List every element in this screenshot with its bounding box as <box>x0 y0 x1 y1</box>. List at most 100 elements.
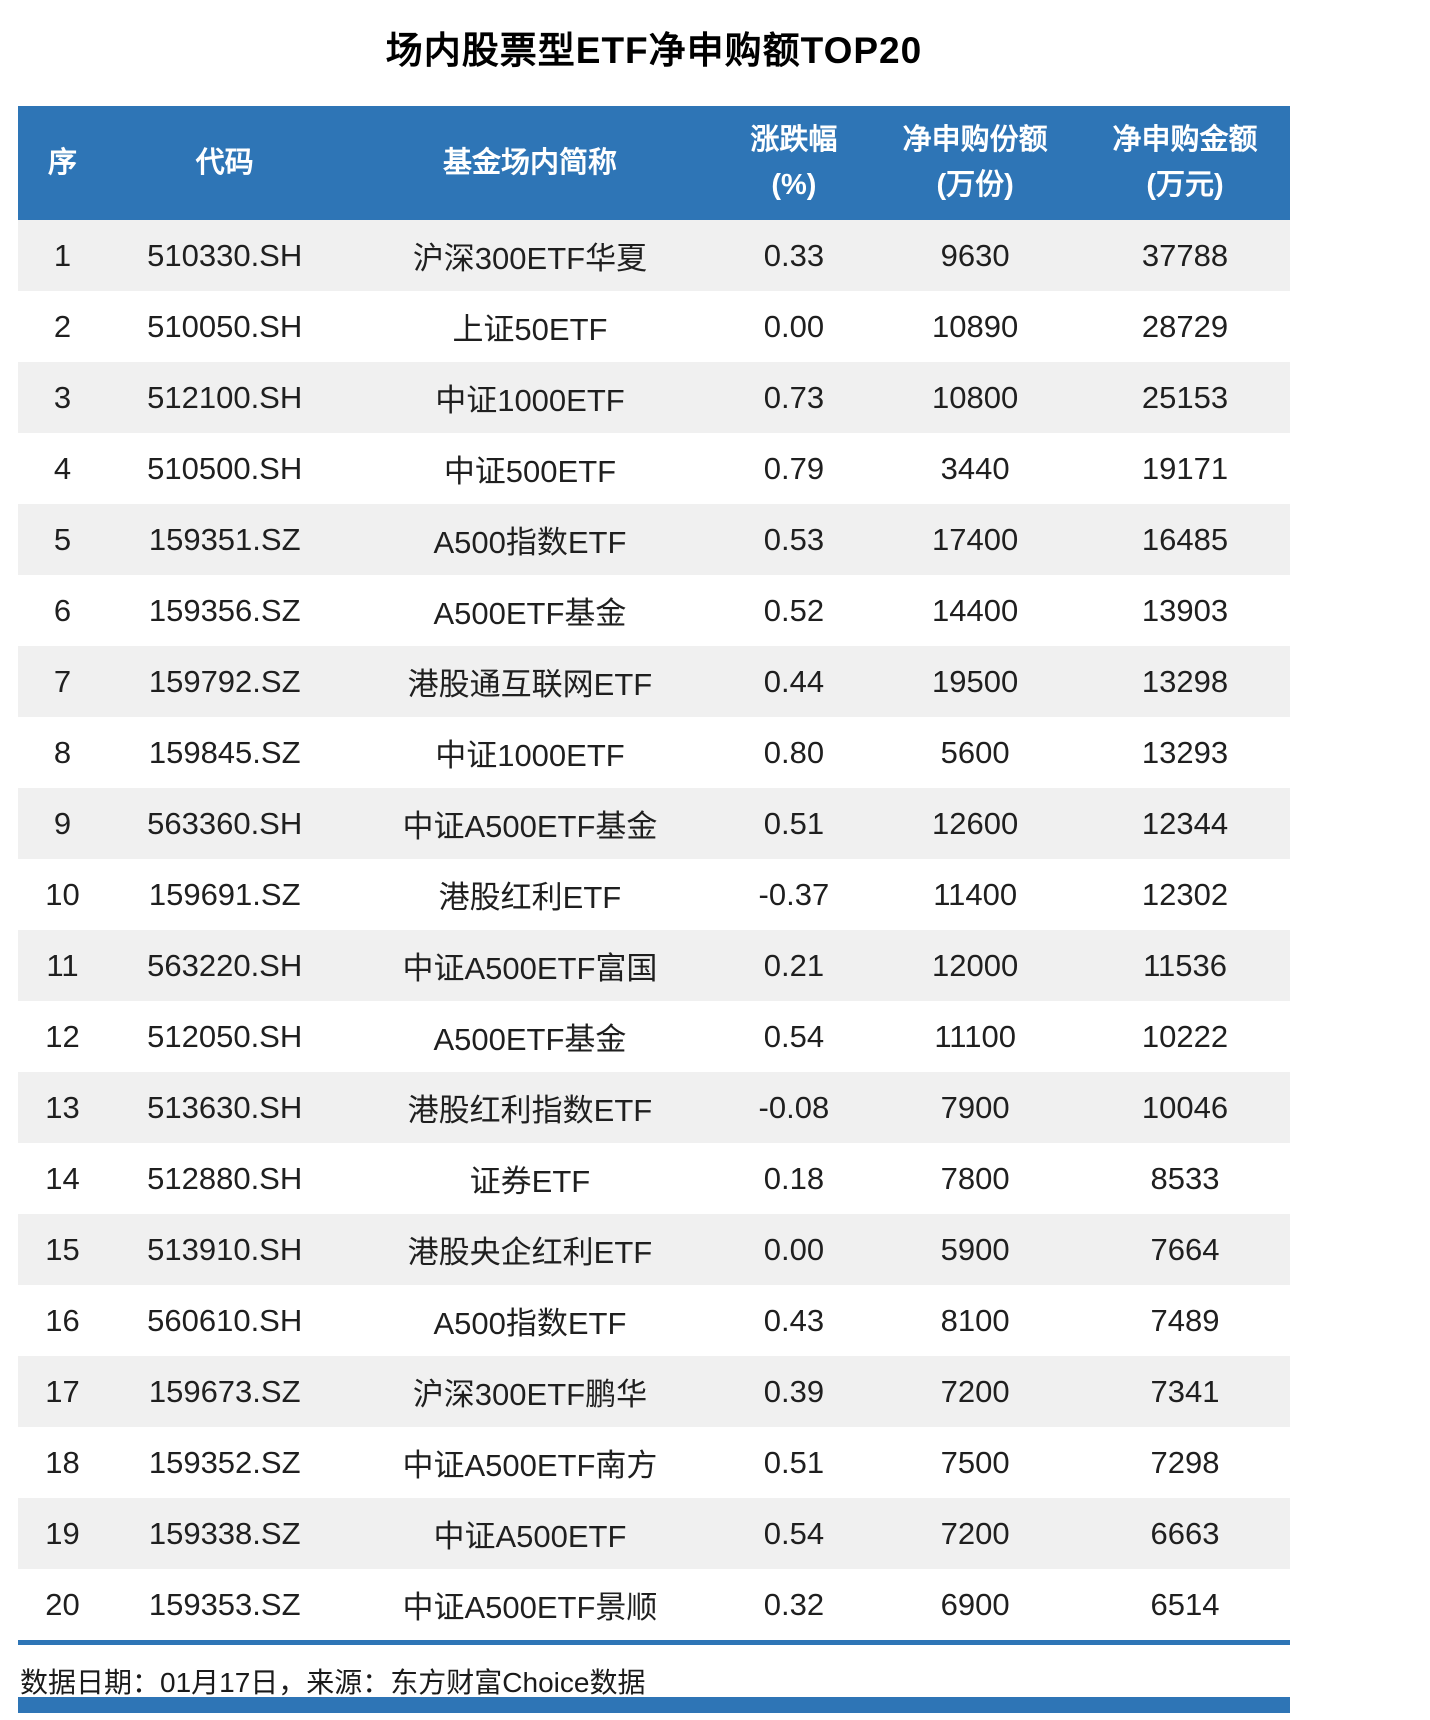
cell-rank: 12 <box>45 1018 80 1054</box>
col-header-shares: 净申购份额 (万份) <box>870 106 1081 220</box>
cell-name: 港股通互联网ETF <box>407 667 653 702</box>
cell-change: 0.18 <box>763 1160 825 1196</box>
cell-shares: 6900 <box>940 1586 1010 1622</box>
cell-rank: 20 <box>45 1586 80 1622</box>
table-row: 6 159356.SZ A500ETF基金 0.52 14400 13903 <box>18 575 1290 646</box>
cell-shares: 7800 <box>940 1160 1010 1196</box>
cell-code: 563220.SH <box>147 947 303 983</box>
cell-rank: 14 <box>45 1160 80 1196</box>
col-header-rank: 序 <box>18 106 108 220</box>
cell-shares: 11400 <box>933 876 1018 912</box>
cell-name: 中证1000ETF <box>435 383 625 418</box>
cell-amount: 12302 <box>1141 876 1229 912</box>
cell-rank: 15 <box>45 1231 80 1267</box>
cell-amount: 10222 <box>1141 1018 1229 1054</box>
cell-code: 159338.SZ <box>148 1515 301 1551</box>
bottom-accent-bar <box>18 1697 1290 1713</box>
cell-shares: 7200 <box>940 1515 1010 1551</box>
header-row: 序 代码 基金场内简称 涨跌幅 (%) 净申购份额 (万份) 净申购金额 (万元… <box>18 106 1290 220</box>
cell-code: 159845.SZ <box>148 734 301 770</box>
cell-code: 560610.SH <box>147 1302 303 1338</box>
cell-amount: 6663 <box>1150 1515 1220 1551</box>
table-row: 12 512050.SH A500ETF基金 0.54 11100 10222 <box>18 1001 1290 1072</box>
cell-name: 中证A500ETF基金 <box>402 809 658 844</box>
cell-amount: 13293 <box>1141 734 1229 770</box>
cell-name: 港股红利指数ETF <box>407 1093 653 1128</box>
cell-amount: 11536 <box>1143 947 1227 983</box>
cell-code: 512100.SH <box>147 379 303 415</box>
cell-shares: 7500 <box>940 1444 1010 1480</box>
cell-rank: 10 <box>45 876 80 912</box>
cell-code: 159691.SZ <box>148 876 301 912</box>
cell-shares: 3440 <box>940 450 1010 486</box>
cell-amount: 7664 <box>1150 1231 1220 1267</box>
cell-amount: 8533 <box>1150 1160 1220 1196</box>
table-row: 20 159353.SZ 中证A500ETF景顺 0.32 6900 6514 <box>18 1569 1290 1640</box>
cell-code: 159352.SZ <box>148 1444 301 1480</box>
cell-rank: 6 <box>53 592 72 628</box>
cell-amount: 16485 <box>1141 521 1229 557</box>
cell-name: 中证A500ETF景顺 <box>402 1590 658 1625</box>
cell-code: 159792.SZ <box>148 663 301 699</box>
cell-change: 0.32 <box>763 1586 825 1622</box>
cell-rank: 17 <box>45 1373 80 1409</box>
col-header-change: 涨跌幅 (%) <box>717 106 871 220</box>
cell-amount: 19171 <box>1141 450 1229 486</box>
cell-amount: 7341 <box>1150 1373 1220 1409</box>
cell-rank: 16 <box>45 1302 80 1338</box>
cell-rank: 5 <box>53 521 72 557</box>
cell-code: 159351.SZ <box>148 521 301 557</box>
table-row: 15 513910.SH 港股央企红利ETF 0.00 5900 7664 <box>18 1214 1290 1285</box>
cell-change: 0.80 <box>763 734 825 770</box>
table-row: 2 510050.SH 上证50ETF 0.00 10890 28729 <box>18 291 1290 362</box>
table-row: 8 159845.SZ 中证1000ETF 0.80 5600 13293 <box>18 717 1290 788</box>
cell-amount: 10046 <box>1141 1089 1229 1125</box>
cell-shares: 5600 <box>940 734 1010 770</box>
cell-code: 159673.SZ <box>148 1373 301 1409</box>
cell-name: 中证A500ETF富国 <box>402 951 658 986</box>
cell-code: 512880.SH <box>147 1160 303 1196</box>
cell-amount: 7298 <box>1150 1444 1220 1480</box>
table-row: 9 563360.SH 中证A500ETF基金 0.51 12600 12344 <box>18 788 1290 859</box>
cell-rank: 1 <box>53 237 72 273</box>
cell-shares: 7200 <box>940 1373 1010 1409</box>
cell-change: 0.51 <box>763 805 825 841</box>
cell-amount: 7489 <box>1150 1302 1220 1338</box>
cell-rank: 7 <box>53 663 72 699</box>
cell-change: 0.43 <box>763 1302 825 1338</box>
cell-code: 510330.SH <box>147 237 303 273</box>
cell-name: A500ETF基金 <box>433 1022 627 1057</box>
table-row: 13 513630.SH 港股红利指数ETF -0.08 7900 10046 <box>18 1072 1290 1143</box>
cell-change: 0.79 <box>763 450 825 486</box>
page-title: 场内股票型ETF净申购额TOP20 <box>385 30 923 71</box>
table-row: 4 510500.SH 中证500ETF 0.79 3440 19171 <box>18 433 1290 504</box>
cell-name: 证券ETF <box>469 1164 591 1199</box>
cell-change: 0.53 <box>763 521 825 557</box>
cell-name: 沪深300ETF鹏华 <box>412 1377 648 1412</box>
table-row: 17 159673.SZ 沪深300ETF鹏华 0.39 7200 7341 <box>18 1356 1290 1427</box>
cell-amount: 28729 <box>1141 308 1229 344</box>
cell-name: 沪深300ETF华夏 <box>412 241 648 276</box>
cell-shares: 5900 <box>940 1231 1010 1267</box>
table-header: 序 代码 基金场内简称 涨跌幅 (%) 净申购份额 (万份) 净申购金额 (万元… <box>18 106 1290 220</box>
cell-name: 港股央企红利ETF <box>407 1235 653 1270</box>
cell-shares: 12000 <box>932 947 1019 983</box>
cell-shares: 11100 <box>934 1018 1016 1054</box>
cell-shares: 10800 <box>932 379 1019 415</box>
cell-rank: 4 <box>53 450 72 486</box>
cell-code: 512050.SH <box>147 1018 303 1054</box>
cell-rank: 8 <box>53 734 72 770</box>
col-header-code: 代码 <box>107 106 343 220</box>
cell-rank: 3 <box>53 379 72 415</box>
cell-amount: 12344 <box>1141 805 1229 841</box>
cell-rank: 2 <box>53 308 72 344</box>
cell-change: 0.54 <box>763 1018 825 1054</box>
cell-rank: 11 <box>46 947 79 983</box>
footer-note: 数据日期：01月17日，来源：东方财富Choice数据 <box>20 1667 646 1698</box>
cell-code: 159356.SZ <box>148 592 301 628</box>
cell-change: 0.39 <box>763 1373 825 1409</box>
cell-code: 510500.SH <box>147 450 303 486</box>
table-row: 14 512880.SH 证券ETF 0.18 7800 8533 <box>18 1143 1290 1214</box>
cell-rank: 13 <box>45 1089 80 1125</box>
